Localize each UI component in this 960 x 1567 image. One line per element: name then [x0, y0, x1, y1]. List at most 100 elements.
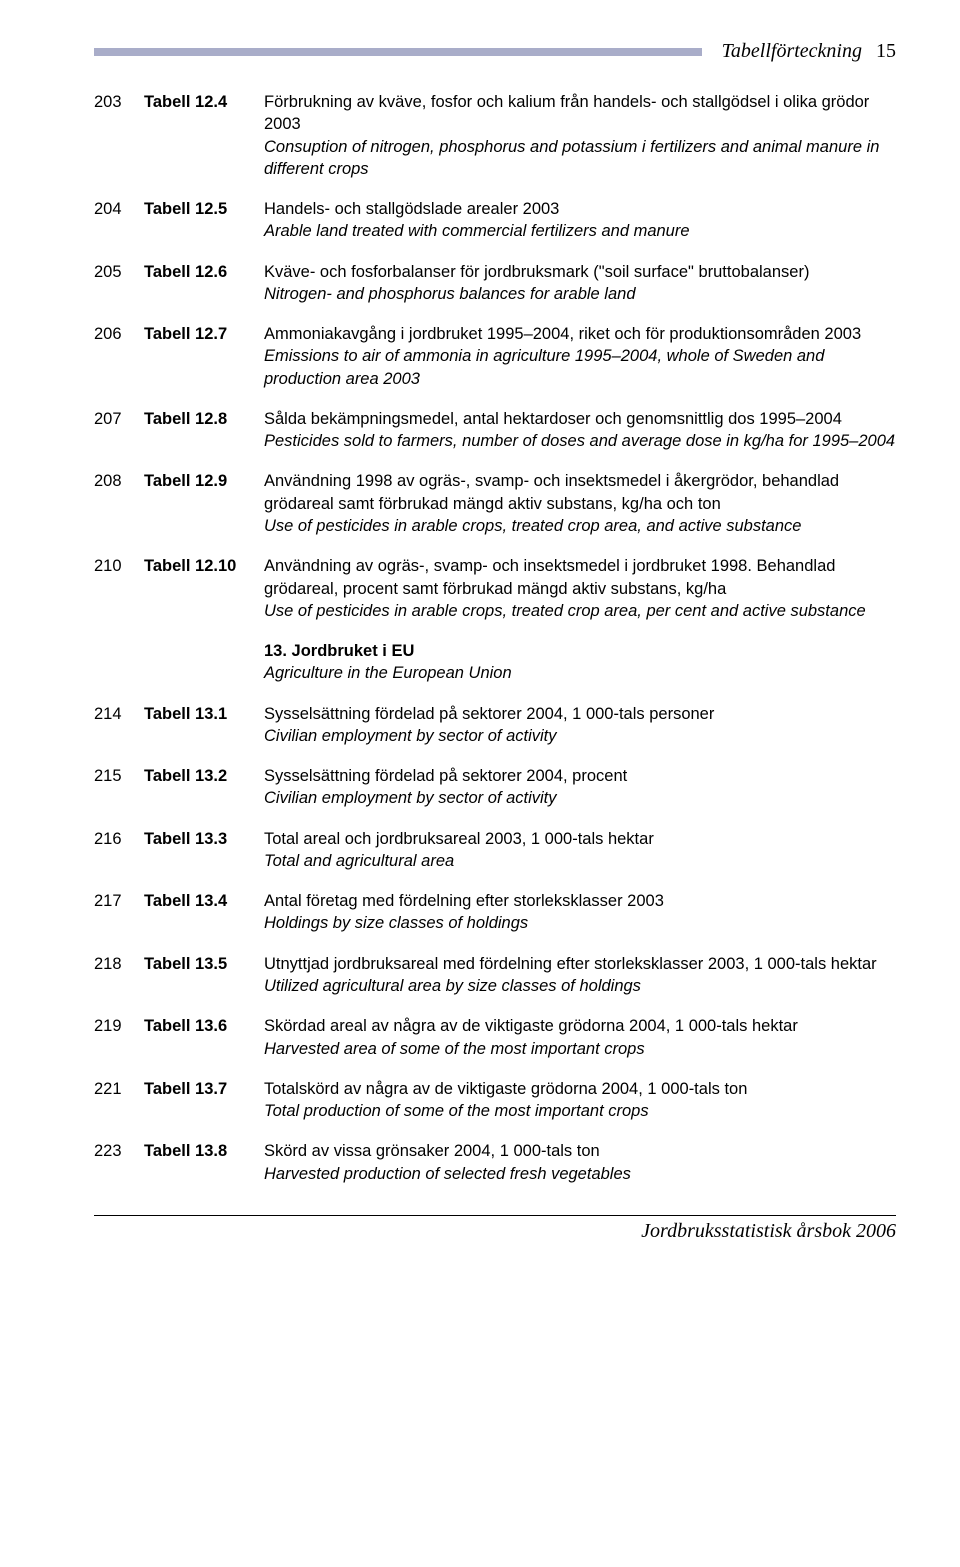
toc-entry-description: Handels- och stallgödslade arealer 2003A…	[264, 198, 896, 243]
toc-entry-page: 210	[94, 555, 144, 622]
toc-entry-english: Arable land treated with commercial fert…	[264, 220, 896, 242]
toc-entry: 217Tabell 13.4Antal företag med fördelni…	[94, 890, 896, 935]
toc-entry-english: Consuption of nitrogen, phosphorus and p…	[264, 136, 896, 181]
toc-entry-swedish: Sysselsättning fördelad på sektorer 2004…	[264, 765, 896, 787]
toc-entry: 223Tabell 13.8Skörd av vissa grönsaker 2…	[94, 1140, 896, 1185]
toc-entry-swedish: Sysselsättning fördelad på sektorer 2004…	[264, 703, 896, 725]
toc-entry-swedish: Kväve- och fosforbalanser för jordbruksm…	[264, 261, 896, 283]
toc-entry-description: Sålda bekämpningsmedel, antal hektardose…	[264, 408, 896, 453]
toc-entry: 215Tabell 13.2Sysselsättning fördelad på…	[94, 765, 896, 810]
toc-entry-label: Tabell 13.1	[144, 703, 264, 748]
page-header: Tabellförteckning 15	[94, 40, 896, 63]
toc-entry-page: 208	[94, 470, 144, 537]
toc-entry: 216Tabell 13.3Total areal och jordbruksa…	[94, 828, 896, 873]
toc-entry: 204Tabell 12.5Handels- och stallgödslade…	[94, 198, 896, 243]
toc-entry-description: Antal företag med fördelning efter storl…	[264, 890, 896, 935]
toc-entry-english: Use of pesticides in arable crops, treat…	[264, 600, 896, 622]
footer-rule	[94, 1215, 896, 1216]
toc-entry-description: Kväve- och fosforbalanser för jordbruksm…	[264, 261, 896, 306]
toc-entry-page: 221	[94, 1078, 144, 1123]
toc-entry-description: Sysselsättning fördelad på sektorer 2004…	[264, 703, 896, 748]
toc-entry-swedish: Användning av ogräs-, svamp- och insekts…	[264, 555, 896, 600]
toc-entry-label: Tabell 12.7	[144, 323, 264, 390]
toc-entry-swedish: Totalskörd av några av de viktigaste grö…	[264, 1078, 896, 1100]
toc-entry: 214Tabell 13.1Sysselsättning fördelad på…	[94, 703, 896, 748]
toc-entry-description: Sysselsättning fördelad på sektorer 2004…	[264, 765, 896, 810]
toc-entry-description: Totalskörd av några av de viktigaste grö…	[264, 1078, 896, 1123]
toc-entry-label: Tabell 12.4	[144, 91, 264, 180]
toc-entry-english: Nitrogen- and phosphorus balances for ar…	[264, 283, 896, 305]
header-page-number: 15	[876, 40, 896, 63]
toc-entry-description: Förbrukning av kväve, fosfor och kalium …	[264, 91, 896, 180]
toc-entry: 205Tabell 12.6Kväve- och fosforbalanser …	[94, 261, 896, 306]
toc-entry-description: Användning av ogräs-, svamp- och insekts…	[264, 555, 896, 622]
toc-entry: 219Tabell 13.6Skördad areal av några av …	[94, 1015, 896, 1060]
toc-entry: 208Tabell 12.9Användning 1998 av ogräs-,…	[94, 470, 896, 537]
toc-entry: 210Tabell 12.10Användning av ogräs-, sva…	[94, 555, 896, 622]
toc-entry-page: 216	[94, 828, 144, 873]
toc-entry-page: 204	[94, 198, 144, 243]
toc-entry-description: Utnyttjad jordbruksareal med fördelning …	[264, 953, 896, 998]
toc-entry-english: Utilized agricultural area by size class…	[264, 975, 896, 997]
toc-entry-label: Tabell 13.4	[144, 890, 264, 935]
toc-entry-english: Total production of some of the most imp…	[264, 1100, 896, 1122]
header-title: Tabellförteckning	[722, 40, 862, 63]
toc-entry-page: 217	[94, 890, 144, 935]
toc-entry-page: 214	[94, 703, 144, 748]
header-rule	[94, 48, 702, 56]
section-heading-row: 13. Jordbruket i EU Agriculture in the E…	[94, 640, 896, 685]
toc-entries-block-2: 214Tabell 13.1Sysselsättning fördelad på…	[94, 703, 896, 1185]
toc-entry-page: 205	[94, 261, 144, 306]
section-subtitle: Agriculture in the European Union	[264, 662, 896, 684]
toc-entry-page: 219	[94, 1015, 144, 1060]
section-title: 13. Jordbruket i EU	[264, 640, 896, 662]
toc-entry-label: Tabell 13.7	[144, 1078, 264, 1123]
toc-entry-english: Civilian employment by sector of activit…	[264, 725, 896, 747]
toc-entry-label: Tabell 13.2	[144, 765, 264, 810]
toc-entry-swedish: Skörd av vissa grönsaker 2004, 1 000-tal…	[264, 1140, 896, 1162]
toc-entry-label: Tabell 13.6	[144, 1015, 264, 1060]
toc-entry-english: Use of pesticides in arable crops, treat…	[264, 515, 896, 537]
toc-entries-block-1: 203Tabell 12.4Förbrukning av kväve, fosf…	[94, 91, 896, 622]
toc-entry-english: Harvested area of some of the most impor…	[264, 1038, 896, 1060]
toc-entry-english: Pesticides sold to farmers, number of do…	[264, 430, 896, 452]
toc-entry-description: Skördad areal av några av de viktigaste …	[264, 1015, 896, 1060]
toc-entry-label: Tabell 13.8	[144, 1140, 264, 1185]
toc-entry-page: 218	[94, 953, 144, 998]
toc-entry-label: Tabell 13.5	[144, 953, 264, 998]
toc-entry-english: Harvested production of selected fresh v…	[264, 1163, 896, 1185]
toc-entry-label: Tabell 13.3	[144, 828, 264, 873]
toc-entry-label: Tabell 12.5	[144, 198, 264, 243]
toc-entry-label: Tabell 12.8	[144, 408, 264, 453]
toc-entry-page: 215	[94, 765, 144, 810]
toc-entry-label: Tabell 12.6	[144, 261, 264, 306]
toc-entry-description: Användning 1998 av ogräs-, svamp- och in…	[264, 470, 896, 537]
toc-entry-english: Civilian employment by sector of activit…	[264, 787, 896, 809]
toc-entry: 218Tabell 13.5Utnyttjad jordbruksareal m…	[94, 953, 896, 998]
toc-entry-description: Ammoniakavgång i jordbruket 1995–2004, r…	[264, 323, 896, 390]
toc-entry-page: 206	[94, 323, 144, 390]
toc-entry-swedish: Skördad areal av några av de viktigaste …	[264, 1015, 896, 1037]
page-footer: Jordbruksstatistisk årsbok 2006	[94, 1215, 896, 1243]
toc-entry-swedish: Total areal och jordbruksareal 2003, 1 0…	[264, 828, 896, 850]
footer-text: Jordbruksstatistisk årsbok 2006	[94, 1220, 896, 1243]
toc-entry-english: Emissions to air of ammonia in agricultu…	[264, 345, 896, 390]
toc-entry-swedish: Användning 1998 av ogräs-, svamp- och in…	[264, 470, 896, 515]
toc-entry-page: 203	[94, 91, 144, 180]
toc-entry-page: 207	[94, 408, 144, 453]
toc-entry-label: Tabell 12.9	[144, 470, 264, 537]
toc-entry-swedish: Utnyttjad jordbruksareal med fördelning …	[264, 953, 896, 975]
toc-entry-page: 223	[94, 1140, 144, 1185]
toc-entry-description: Total areal och jordbruksareal 2003, 1 0…	[264, 828, 896, 873]
toc-entry-swedish: Antal företag med fördelning efter storl…	[264, 890, 896, 912]
toc-entry-english: Holdings by size classes of holdings	[264, 912, 896, 934]
toc-entry-swedish: Förbrukning av kväve, fosfor och kalium …	[264, 91, 896, 136]
toc-entry: 207Tabell 12.8Sålda bekämpningsmedel, an…	[94, 408, 896, 453]
toc-entry: 203Tabell 12.4Förbrukning av kväve, fosf…	[94, 91, 896, 180]
page-container: Tabellförteckning 15 203Tabell 12.4Förbr…	[0, 0, 960, 1273]
toc-entry-english: Total and agricultural area	[264, 850, 896, 872]
toc-entry-swedish: Ammoniakavgång i jordbruket 1995–2004, r…	[264, 323, 896, 345]
toc-entry-description: Skörd av vissa grönsaker 2004, 1 000-tal…	[264, 1140, 896, 1185]
toc-entry-swedish: Sålda bekämpningsmedel, antal hektardose…	[264, 408, 896, 430]
toc-entry-label: Tabell 12.10	[144, 555, 264, 622]
